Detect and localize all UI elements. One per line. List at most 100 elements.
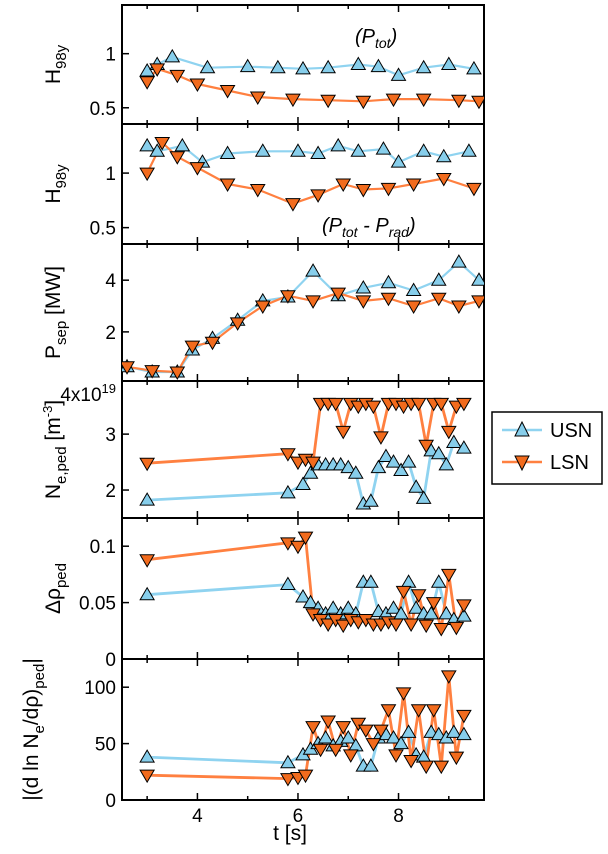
lsn-marker bbox=[380, 182, 397, 197]
y-tick-label: 1 bbox=[105, 164, 116, 185]
lsn-marker bbox=[471, 295, 484, 309]
lsn-marker bbox=[418, 439, 435, 454]
lsn-marker bbox=[249, 183, 266, 198]
lsn-marker bbox=[410, 704, 427, 718]
lsn-marker bbox=[327, 397, 344, 412]
lsn-marker bbox=[395, 687, 412, 701]
lsn-marker bbox=[189, 78, 206, 92]
y-axis-label: Ne,ped [m-3] bbox=[40, 400, 70, 499]
lsn-marker bbox=[456, 397, 472, 412]
lsn-marker bbox=[342, 749, 359, 763]
usn-marker bbox=[199, 59, 216, 74]
panel-frame bbox=[121, 658, 485, 801]
y-tick-label: 0.1 bbox=[90, 537, 116, 558]
lsn-marker bbox=[440, 425, 457, 440]
lsn-marker bbox=[448, 621, 465, 636]
y-tick-label: 100 bbox=[84, 678, 116, 699]
lsn-marker bbox=[169, 69, 186, 84]
usn-marker bbox=[280, 754, 296, 769]
lsn-marker bbox=[435, 173, 452, 187]
lsn-marker bbox=[290, 540, 306, 555]
usn-marker bbox=[393, 735, 409, 750]
y-tick-label: 3 bbox=[105, 425, 116, 446]
usn-marker bbox=[390, 154, 407, 168]
lsn-marker bbox=[380, 704, 397, 718]
lsn-marker bbox=[280, 448, 296, 462]
lsn-marker bbox=[312, 743, 329, 758]
panel-1: 0.5 1 H98y (Ptot) bbox=[42, 4, 485, 125]
lsn-marker bbox=[305, 456, 321, 471]
lsn-marker bbox=[320, 618, 337, 633]
lsn-marker bbox=[335, 425, 352, 440]
y-tick-label: 0.05 bbox=[79, 594, 116, 615]
lsn-marker bbox=[335, 721, 352, 735]
usn-marker bbox=[423, 605, 440, 620]
usn-marker bbox=[363, 758, 379, 772]
lsn-marker bbox=[144, 365, 161, 379]
y-axis-label: Psep [MW] bbox=[42, 266, 70, 359]
usn-marker bbox=[340, 600, 357, 614]
lsn-marker bbox=[355, 295, 372, 309]
usn-marker bbox=[295, 588, 311, 603]
panel-2: 0.5 1 H98y (Ptot - Prad) bbox=[42, 123, 485, 245]
lsn-marker bbox=[184, 340, 201, 355]
usn-marker bbox=[385, 454, 402, 468]
lsn-marker bbox=[297, 769, 314, 784]
y-tick-label: 50 bbox=[95, 735, 116, 756]
lsn-marker bbox=[139, 76, 156, 90]
y-tick-label: 1 bbox=[105, 45, 116, 66]
lsn-marker bbox=[169, 366, 186, 380]
usn-marker bbox=[290, 143, 306, 157]
usn-marker bbox=[370, 459, 387, 474]
usn-marker bbox=[461, 143, 477, 157]
panel-frame bbox=[121, 123, 485, 245]
usn-marker bbox=[430, 726, 447, 741]
lsn-marker bbox=[357, 724, 374, 739]
usn-marker bbox=[139, 749, 156, 763]
panel-annotation: (Ptot - Prad) bbox=[322, 215, 416, 240]
y-tick-label-exp: 4x1019 bbox=[60, 381, 116, 406]
usn-marker bbox=[471, 272, 484, 286]
usn-marker bbox=[239, 58, 256, 73]
lsn-marker bbox=[280, 773, 296, 787]
lsn-marker bbox=[410, 397, 427, 412]
y-tick-label: 0.5 bbox=[90, 99, 116, 120]
x-axis: t [s] 4 6 8 bbox=[192, 806, 404, 845]
usn-marker bbox=[375, 141, 392, 155]
series-line-usn bbox=[147, 441, 465, 506]
lsn-marker bbox=[254, 300, 271, 315]
series-group bbox=[122, 254, 484, 380]
lsn-marker bbox=[471, 95, 484, 110]
usn-marker bbox=[450, 254, 467, 268]
lsn-marker bbox=[249, 91, 266, 105]
lsn-marker bbox=[139, 769, 156, 784]
lsn-marker bbox=[450, 300, 467, 315]
lsn-marker bbox=[139, 554, 156, 568]
panel-3: 2 4 Psep [MW] bbox=[42, 243, 485, 382]
x-tick-label: 4 bbox=[192, 806, 203, 827]
lsn-marker bbox=[305, 295, 321, 309]
series-group bbox=[139, 137, 482, 212]
usn-marker bbox=[405, 282, 422, 297]
usn-marker bbox=[390, 67, 407, 81]
usn-marker bbox=[440, 56, 457, 70]
usn-marker bbox=[295, 60, 311, 75]
lsn-marker bbox=[440, 670, 457, 684]
series-line-usn bbox=[126, 261, 480, 374]
lsn-marker bbox=[219, 84, 236, 99]
usn-marker bbox=[430, 574, 447, 588]
usn-marker bbox=[400, 724, 417, 738]
usn-marker bbox=[363, 493, 379, 507]
lsn-marker bbox=[297, 531, 314, 546]
lsn-marker bbox=[388, 618, 404, 633]
y-axis-label: H98y bbox=[42, 164, 70, 204]
lsn-marker bbox=[122, 361, 135, 375]
lsn-marker bbox=[139, 457, 156, 472]
lsn-marker bbox=[373, 431, 389, 445]
usn-marker bbox=[305, 263, 321, 277]
series-line-lsn bbox=[147, 674, 466, 780]
usn-marker bbox=[456, 608, 472, 622]
lsn-marker bbox=[425, 597, 442, 611]
lsn-marker bbox=[433, 623, 450, 637]
x-axis-label: t [s] bbox=[273, 822, 307, 845]
